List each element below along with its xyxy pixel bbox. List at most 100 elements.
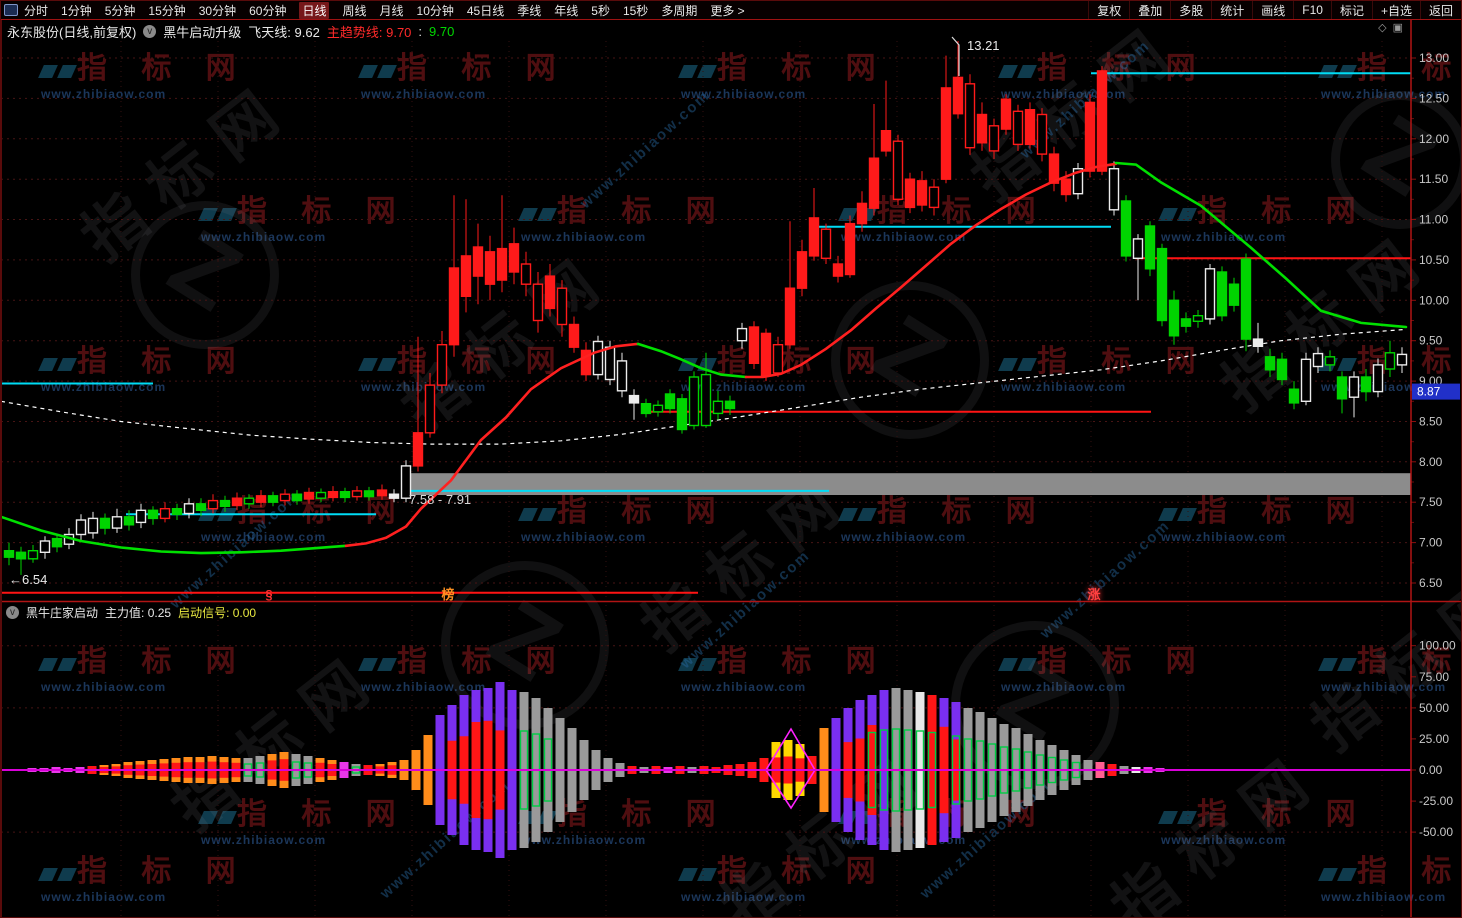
price-axis-label: 7.00 <box>1419 536 1443 550</box>
sub-indicator-name: 黑牛庄家启动 <box>26 606 99 620</box>
menu-item-复权[interactable]: 复权 <box>1088 1 1129 19</box>
candle <box>1264 348 1276 377</box>
menu-item-周线[interactable]: 周线 <box>342 3 367 18</box>
candle <box>279 489 291 506</box>
window-mode-icon[interactable]: ▣ <box>1392 22 1403 34</box>
candle <box>796 239 808 297</box>
current-price-tag: 8.87 <box>1412 383 1460 400</box>
candle <box>327 486 339 502</box>
menu-item-画线[interactable]: 画线 <box>1252 1 1293 19</box>
sub-collapse-icon[interactable]: v <box>6 606 19 619</box>
gray-band <box>406 473 1411 495</box>
candle <box>1360 369 1372 402</box>
candle <box>1072 163 1084 200</box>
candle <box>171 503 183 520</box>
ma-red-1 <box>344 342 640 548</box>
candle <box>376 484 388 500</box>
price-axis-label: 7.50 <box>1419 495 1443 509</box>
candle <box>424 373 436 438</box>
sub-axis-label: 25.00 <box>1419 732 1449 746</box>
menu-item-5秒[interactable]: 5秒 <box>591 3 610 18</box>
candle <box>99 513 111 535</box>
menu-item-10分钟[interactable]: 10分钟 <box>416 3 454 18</box>
app-icon[interactable] <box>4 4 18 16</box>
candle <box>592 335 604 380</box>
menu-item-60分钟[interactable]: 60分钟 <box>249 3 287 18</box>
menu-item-分时[interactable]: 分时 <box>24 3 49 18</box>
price-axis-label: 10.00 <box>1419 293 1449 307</box>
price-axis-label: 11.50 <box>1419 172 1448 186</box>
svg-text:13.21: 13.21 <box>967 38 1000 53</box>
menu-item-多股[interactable]: 多股 <box>1170 1 1211 19</box>
candle <box>856 191 868 232</box>
menu-item-日线[interactable]: 日线 <box>299 1 330 19</box>
candle <box>652 400 664 417</box>
candle <box>267 491 279 507</box>
candle <box>808 188 820 261</box>
sub-signal-value: 启动信号: 0.00 <box>178 606 257 620</box>
menu-item-1分钟[interactable]: 1分钟 <box>61 3 92 18</box>
candle <box>904 172 916 214</box>
candle <box>412 336 424 472</box>
candle <box>1384 340 1396 377</box>
menu-item-季线[interactable]: 季线 <box>517 3 542 18</box>
menu-item-统计[interactable]: 统计 <box>1211 1 1252 19</box>
candle <box>1024 102 1036 149</box>
menu-item-叠加[interactable]: 叠加 <box>1129 1 1170 19</box>
candle <box>688 371 700 430</box>
collapse-icon[interactable]: v <box>143 25 157 38</box>
candle <box>544 264 556 317</box>
candle <box>760 328 772 382</box>
candle <box>664 389 676 414</box>
menu-item-15秒[interactable]: 15秒 <box>622 3 649 18</box>
candle <box>1396 347 1408 373</box>
menu-item-5分钟[interactable]: 5分钟 <box>104 3 136 18</box>
candle <box>51 534 63 553</box>
menu-item-30分钟[interactable]: 30分钟 <box>198 3 237 18</box>
menu-item-更多 >[interactable]: 更多 > <box>710 3 745 18</box>
price-axis-label: 10.50 <box>1419 253 1449 267</box>
candle <box>940 55 952 184</box>
menu-item-标记[interactable]: 标记 <box>1330 1 1372 19</box>
candle <box>916 171 928 212</box>
ma-red-2 <box>744 162 1118 379</box>
menu-item-返回[interactable]: 返回 <box>1419 1 1461 19</box>
menu-item-F10[interactable]: F10 <box>1293 1 1331 19</box>
menu-item-多周期[interactable]: 多周期 <box>661 3 698 18</box>
candle <box>700 352 712 428</box>
watermark-logo-ring: Z <box>131 201 279 349</box>
candle <box>772 336 784 377</box>
candle <box>87 511 99 539</box>
price-axis-label: 9.50 <box>1419 334 1443 348</box>
candle <box>736 322 748 349</box>
candle <box>388 489 400 503</box>
candle <box>1204 264 1216 325</box>
candle <box>1300 352 1312 406</box>
candle <box>820 223 832 264</box>
sub-main-value: 主力值: 0.25 <box>105 606 172 620</box>
diamond-icon[interactable]: ◇ <box>1378 22 1387 34</box>
menu-item-+自选[interactable]: +自选 <box>1371 1 1420 19</box>
chart-title-line: 永东股份(日线,前复权) v 黑牛启动升级 飞天线: 9.62 主趋势线: 9.… <box>7 22 454 41</box>
menu-item-15分钟[interactable]: 15分钟 <box>148 3 186 18</box>
trendline-label: 主趋势线: 9.70 <box>326 25 412 40</box>
candle <box>640 398 652 418</box>
menu-item-45日线[interactable]: 45日线 <box>466 3 505 18</box>
candle <box>976 102 988 151</box>
menu-item-月线[interactable]: 月线 <box>379 3 404 18</box>
candle <box>988 118 1000 159</box>
candle <box>928 179 940 216</box>
candle <box>1288 381 1300 410</box>
trend-separator: : <box>418 24 423 39</box>
menu-item-年线[interactable]: 年线 <box>554 3 579 18</box>
candle <box>1336 371 1348 414</box>
